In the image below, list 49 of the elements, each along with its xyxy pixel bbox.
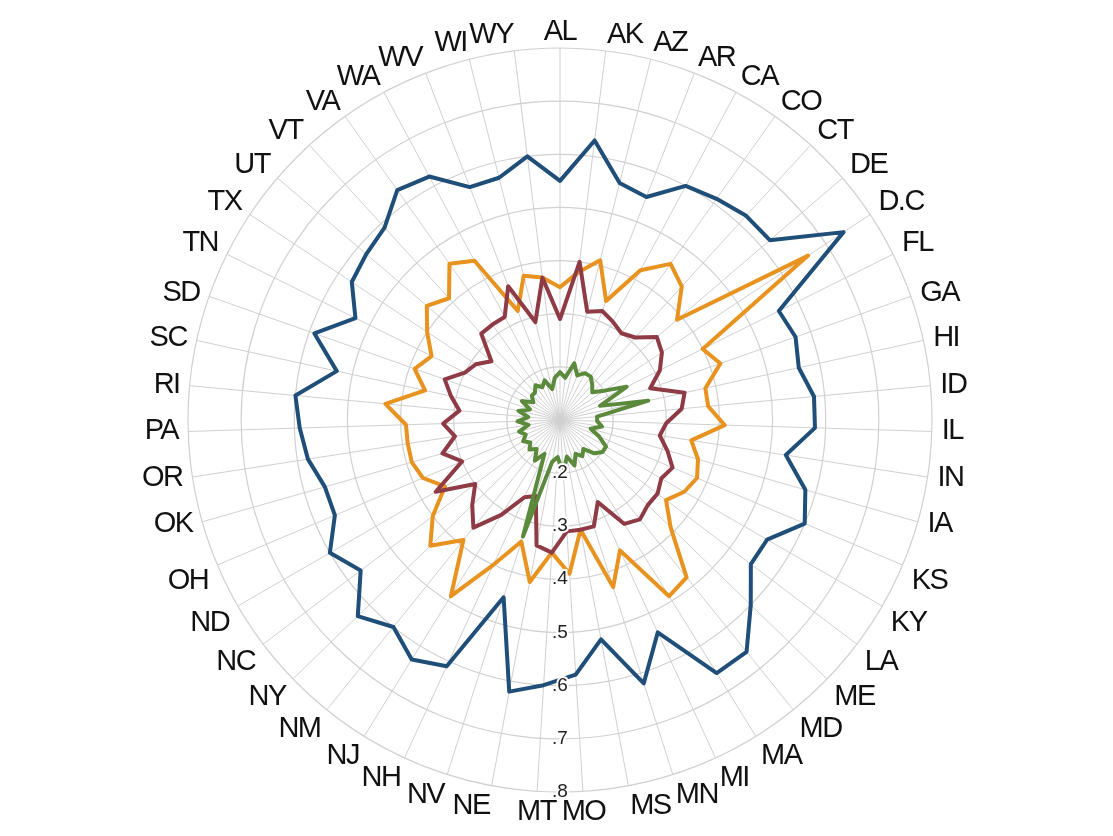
- spoke-label: OH: [167, 562, 209, 595]
- spoke-label: WI: [434, 25, 467, 58]
- spoke-label: RI: [153, 366, 180, 399]
- spoke-label: FL: [901, 224, 935, 257]
- spoke-label: AZ: [653, 25, 689, 58]
- spoke-label: NY: [248, 679, 287, 712]
- spoke-label: TN: [182, 224, 219, 257]
- spoke-label: CO: [780, 83, 823, 116]
- spoke-label: PA: [144, 413, 181, 446]
- spoke-label: NH: [361, 760, 401, 793]
- spoke-label: ND: [190, 604, 230, 637]
- spoke-label: OR: [142, 459, 184, 492]
- spoke-label: AR: [697, 39, 736, 72]
- spoke-label: MI: [719, 760, 749, 793]
- spoke-label: SC: [149, 320, 188, 353]
- spoke-label: NJ: [326, 737, 359, 770]
- y-tick-label: .4: [552, 567, 569, 589]
- spoke-label: WY: [469, 16, 515, 49]
- spoke-label: NE: [452, 788, 491, 821]
- spoke-label: CT: [817, 113, 855, 146]
- spoke-label: NM: [278, 710, 321, 743]
- y-tick-label: .3: [552, 514, 568, 536]
- spoke-label: CA: [740, 59, 781, 92]
- spoke-label: GA: [920, 275, 962, 308]
- spoke-label: IA: [927, 505, 954, 538]
- spoke-label: MS: [630, 788, 672, 821]
- y-tick-label: .7: [552, 726, 568, 748]
- spoke-label: OK: [153, 505, 195, 538]
- y-tick-label: .2: [552, 461, 568, 483]
- spoke-label: KS: [911, 562, 949, 595]
- spoke-label: KY: [890, 604, 928, 637]
- spoke-label: D.C: [878, 184, 925, 217]
- spoke-label: NC: [216, 643, 256, 676]
- spoke-label: HI: [933, 320, 960, 353]
- y-tick-label: .5: [552, 620, 568, 642]
- spoke-label: MN: [675, 776, 718, 809]
- spoke-label: AK: [606, 16, 645, 49]
- spoke-label: LA: [864, 643, 900, 676]
- spoke-label: AL: [543, 14, 578, 46]
- spoke-label: ME: [834, 679, 876, 712]
- spoke-label: NV: [406, 776, 447, 809]
- spoke-label: VT: [268, 113, 305, 146]
- spoke-label: UT: [234, 146, 272, 179]
- spoke-label: IL: [941, 413, 965, 446]
- spoke-label: TX: [207, 184, 243, 217]
- spoke-label: SD: [162, 275, 201, 308]
- spoke-label: IN: [937, 459, 964, 492]
- spoke-label: DE: [850, 146, 889, 179]
- spoke-label: ID: [940, 366, 967, 399]
